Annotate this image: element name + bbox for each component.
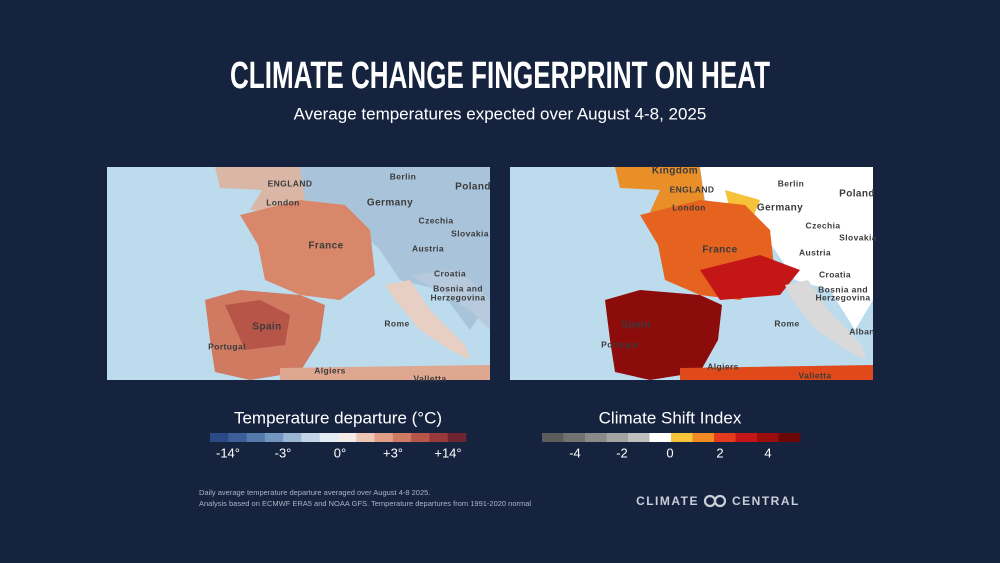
legend-swatch <box>714 433 736 442</box>
legend-swatch <box>757 433 779 442</box>
map-label: France <box>308 241 343 252</box>
legend-tick-label: 2 <box>716 445 723 460</box>
logo-text: CLIMATE <box>636 494 699 508</box>
title: CLIMATE CHANGE FINGERPRINT ON HEAT <box>230 55 770 97</box>
map-label: Algiers <box>707 361 739 371</box>
map-label: Algiers <box>314 365 346 375</box>
map-label: London <box>672 202 706 212</box>
temperature-map <box>107 167 490 380</box>
map-label: Slovakia <box>451 228 489 238</box>
map-label: Portugal <box>601 339 639 349</box>
map-label: Germany <box>367 198 413 209</box>
legend-title: Climate Shift Index <box>599 408 742 427</box>
map-label: London <box>266 197 300 207</box>
legend-swatch <box>283 433 302 442</box>
map-label: Kingdom <box>652 166 698 177</box>
subtitle: Average temperatures expected over Augus… <box>294 104 707 123</box>
map-label: Berlin <box>390 171 417 181</box>
legend-tick-label: 4 <box>764 445 771 460</box>
legend-swatch <box>585 433 607 442</box>
legend-swatch <box>429 433 449 442</box>
legend-swatch <box>411 433 430 442</box>
map-label: Croatia <box>819 269 851 279</box>
legend-swatch <box>338 433 357 442</box>
legend-tick-label: -3° <box>275 445 292 460</box>
map-label: Alban <box>849 326 875 336</box>
legend-swatch <box>246 433 266 442</box>
legend-tick-label: -4 <box>569 445 581 460</box>
legend-swatch <box>356 433 375 442</box>
map-label: Spain <box>252 322 281 333</box>
logo-icon <box>703 494 727 508</box>
legend-tick-label: +14° <box>434 445 461 460</box>
legend-swatch <box>319 433 339 442</box>
map-label: Spain <box>621 320 650 331</box>
legend-swatch <box>264 433 284 442</box>
logo-text: CENTRAL <box>732 494 800 508</box>
map-label: Bosnia and <box>818 284 868 294</box>
legend-swatch <box>628 433 650 442</box>
legend-swatch <box>692 433 715 442</box>
map-label: Czechia <box>419 215 454 225</box>
legend-swatch <box>606 433 629 442</box>
legend-swatch <box>778 433 801 442</box>
climate-shift-map <box>510 167 873 380</box>
map-label: ENGLAND <box>268 178 313 188</box>
map-label: Poland <box>455 182 491 193</box>
map-label: Portugal <box>208 341 246 351</box>
map-label: Rome <box>774 318 799 328</box>
legend-swatch <box>735 433 758 442</box>
map-label: Herzegovina <box>816 292 871 302</box>
map-label: Austria <box>412 243 444 253</box>
map-label: Bosnia and <box>433 283 483 293</box>
legend-tick-label: -2 <box>616 445 628 460</box>
map-label: Czechia <box>806 220 841 230</box>
legend-swatch <box>228 433 247 442</box>
map-label: Herzegovina <box>431 292 486 302</box>
legend-tick-label: 0° <box>334 445 346 460</box>
legend-swatch <box>210 433 229 442</box>
legend-swatch <box>374 433 394 442</box>
legend-swatch <box>392 433 412 442</box>
map-label: ENGLAND <box>670 184 715 194</box>
legend-swatch <box>649 433 672 442</box>
legend-swatch <box>447 433 467 442</box>
legend-tick-label: +3° <box>383 445 403 460</box>
map-label: Valletta <box>414 373 447 383</box>
map-label: Rome <box>384 318 409 328</box>
legend-tick-label: 0 <box>666 445 673 460</box>
legend-swatch <box>563 433 586 442</box>
map-label: Croatia <box>434 268 466 278</box>
map-label: Poland <box>839 189 875 200</box>
footnote: Daily average temperature departure aver… <box>199 488 430 497</box>
map-label: Slovakia <box>839 232 877 242</box>
map-label: France <box>702 245 737 256</box>
legend-swatch <box>671 433 693 442</box>
legend-title: Temperature departure (°C) <box>234 408 442 427</box>
legend-tick-label: -14° <box>216 445 240 460</box>
footnote: Analysis based on ECMWF ERA5 and NOAA GF… <box>199 499 531 508</box>
map-label: Berlin <box>778 178 805 188</box>
map-label: Valletta <box>799 370 832 380</box>
map-label: Austria <box>799 247 831 257</box>
legend-swatch <box>542 433 564 442</box>
map-label: Germany <box>757 203 803 214</box>
legend-swatch <box>301 433 321 442</box>
